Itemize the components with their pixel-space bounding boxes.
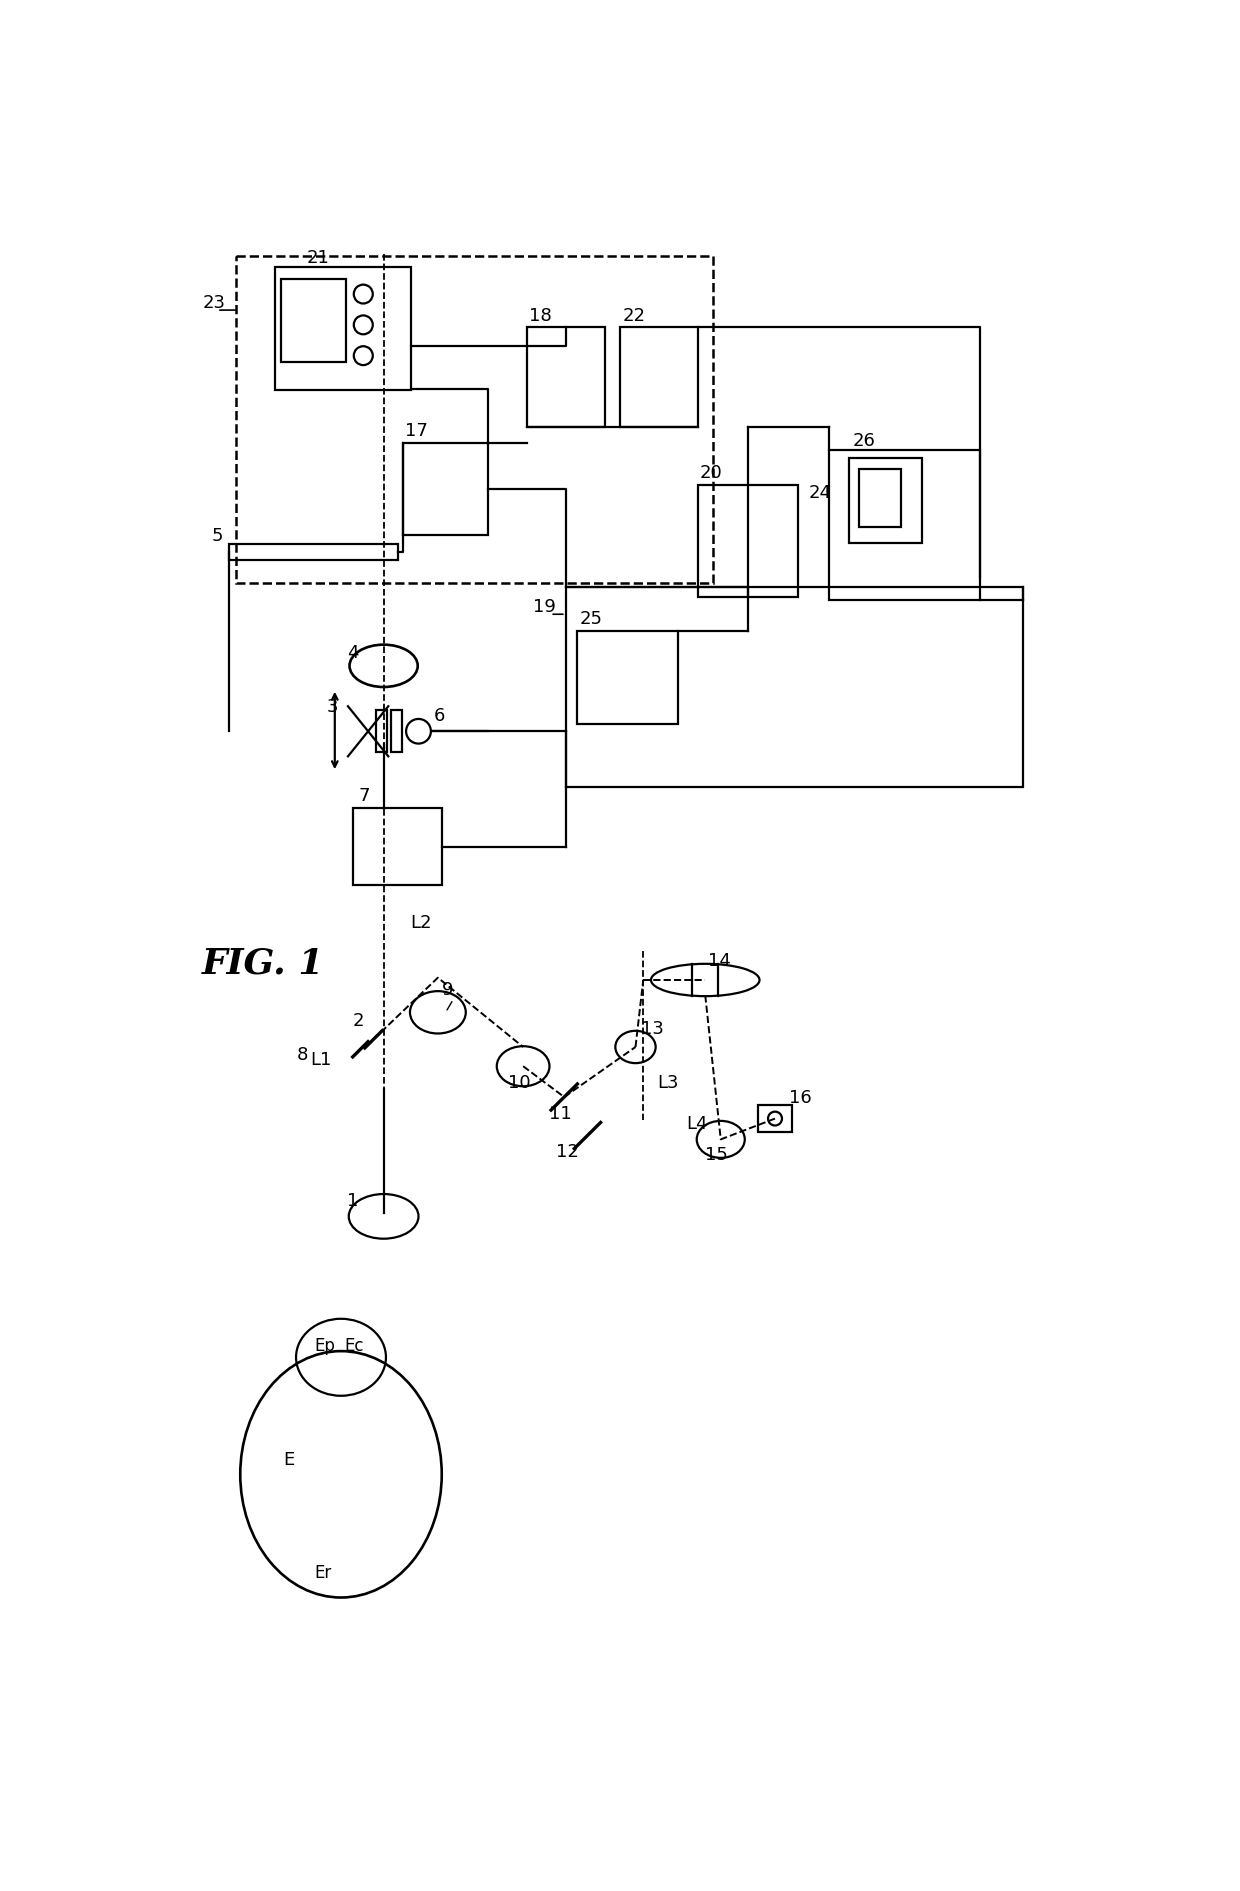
Bar: [697, 484, 799, 596]
Bar: [830, 450, 981, 599]
Text: 15: 15: [706, 1146, 728, 1165]
Text: 2: 2: [352, 1012, 365, 1031]
Bar: [403, 442, 489, 535]
Text: 14: 14: [708, 953, 730, 970]
Bar: [848, 458, 923, 543]
Bar: [275, 267, 410, 390]
Text: 3: 3: [327, 698, 339, 717]
Text: 22: 22: [622, 306, 645, 325]
Text: 6: 6: [434, 707, 445, 726]
Text: 25: 25: [580, 611, 603, 628]
Text: 5: 5: [212, 528, 223, 545]
Bar: [228, 545, 398, 560]
Text: 4: 4: [347, 645, 358, 662]
Text: 26: 26: [853, 431, 875, 450]
Text: 19: 19: [533, 598, 556, 616]
Text: 21: 21: [306, 250, 329, 267]
Bar: [281, 278, 346, 363]
Text: Ep: Ep: [314, 1337, 335, 1356]
Text: Ec: Ec: [345, 1337, 365, 1356]
Bar: [858, 469, 901, 528]
Text: 20: 20: [699, 463, 723, 482]
Bar: [527, 327, 605, 427]
Text: 13: 13: [641, 1019, 663, 1038]
Text: L1: L1: [310, 1051, 331, 1068]
Text: 9: 9: [441, 981, 454, 998]
Text: E: E: [283, 1450, 294, 1469]
Text: L4: L4: [686, 1116, 707, 1133]
Text: 18: 18: [529, 306, 552, 325]
Text: Er: Er: [314, 1564, 331, 1583]
Bar: [578, 632, 678, 724]
Bar: [352, 807, 441, 885]
Text: L2: L2: [410, 913, 433, 932]
Bar: [376, 709, 387, 753]
Text: 12: 12: [557, 1142, 579, 1161]
Text: 8: 8: [296, 1046, 309, 1065]
Bar: [620, 327, 697, 427]
Text: 11: 11: [549, 1104, 572, 1123]
Bar: [392, 709, 402, 753]
Text: 16: 16: [789, 1089, 812, 1106]
Text: 23: 23: [203, 293, 226, 312]
Text: 17: 17: [405, 422, 428, 441]
Text: 7: 7: [358, 787, 370, 806]
Bar: [565, 588, 1023, 787]
Text: 1: 1: [347, 1193, 358, 1210]
Text: 10: 10: [507, 1074, 531, 1091]
Bar: [758, 1104, 792, 1133]
Bar: [237, 255, 713, 584]
Text: L3: L3: [657, 1074, 678, 1091]
Text: 24: 24: [808, 484, 831, 501]
Text: FIG. 1: FIG. 1: [201, 947, 324, 981]
